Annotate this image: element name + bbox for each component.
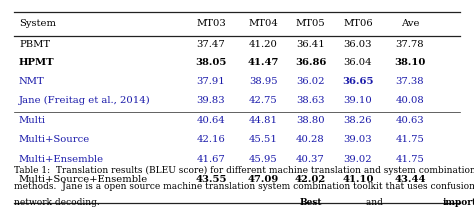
Text: 38.26: 38.26 bbox=[344, 116, 372, 125]
Text: PBMT: PBMT bbox=[19, 40, 50, 49]
Text: 43.55: 43.55 bbox=[195, 174, 227, 184]
Text: MT04: MT04 bbox=[248, 19, 278, 28]
Text: 39.83: 39.83 bbox=[197, 96, 225, 105]
Text: 42.02: 42.02 bbox=[295, 174, 326, 184]
Text: Best: Best bbox=[300, 198, 322, 207]
Text: 36.86: 36.86 bbox=[295, 58, 326, 67]
Text: methods.  Jane is a open source machine translation system combination toolkit t: methods. Jane is a open source machine t… bbox=[14, 182, 474, 191]
Text: 40.64: 40.64 bbox=[197, 116, 225, 125]
Text: System: System bbox=[19, 19, 56, 28]
Text: 40.63: 40.63 bbox=[396, 116, 424, 125]
Text: NMT: NMT bbox=[19, 77, 45, 86]
Text: 41.67: 41.67 bbox=[197, 155, 225, 164]
Text: 45.95: 45.95 bbox=[249, 155, 277, 164]
Text: Multi: Multi bbox=[19, 116, 46, 125]
Text: MT05: MT05 bbox=[296, 19, 325, 28]
Text: 44.81: 44.81 bbox=[248, 116, 278, 125]
Text: 41.75: 41.75 bbox=[396, 135, 424, 145]
Text: 37.78: 37.78 bbox=[396, 40, 424, 49]
Text: 40.08: 40.08 bbox=[396, 96, 424, 105]
Text: 37.38: 37.38 bbox=[396, 77, 424, 86]
Text: Ave: Ave bbox=[401, 19, 419, 28]
Text: 41.20: 41.20 bbox=[249, 40, 277, 49]
Text: and: and bbox=[363, 198, 386, 207]
Text: 38.10: 38.10 bbox=[394, 58, 426, 67]
Text: 36.02: 36.02 bbox=[296, 77, 325, 86]
Text: 37.91: 37.91 bbox=[197, 77, 225, 86]
Text: 36.03: 36.03 bbox=[344, 40, 372, 49]
Text: 42.16: 42.16 bbox=[197, 135, 225, 145]
Text: 38.05: 38.05 bbox=[195, 58, 227, 67]
Text: 36.41: 36.41 bbox=[296, 40, 325, 49]
Text: network decoding.: network decoding. bbox=[14, 198, 103, 207]
Text: HPMT: HPMT bbox=[19, 58, 55, 67]
Text: MT06: MT06 bbox=[343, 19, 373, 28]
Text: 39.02: 39.02 bbox=[344, 155, 372, 164]
Text: Multi+Source+Ensemble: Multi+Source+Ensemble bbox=[19, 174, 148, 184]
Text: 45.51: 45.51 bbox=[249, 135, 277, 145]
Text: 38.95: 38.95 bbox=[249, 77, 277, 86]
Text: 41.75: 41.75 bbox=[396, 155, 424, 164]
Text: 38.80: 38.80 bbox=[296, 116, 325, 125]
Text: MT03: MT03 bbox=[196, 19, 226, 28]
Text: 39.03: 39.03 bbox=[344, 135, 372, 145]
Text: 47.09: 47.09 bbox=[247, 174, 279, 184]
Text: Multi+Ensemble: Multi+Ensemble bbox=[19, 155, 104, 164]
Text: important: important bbox=[443, 198, 474, 207]
Text: Table 1:  Translation results (BLEU score) for different machine translation and: Table 1: Translation results (BLEU score… bbox=[14, 166, 474, 175]
Text: Multi+Source: Multi+Source bbox=[19, 135, 90, 145]
Text: 39.10: 39.10 bbox=[344, 96, 372, 105]
Text: 36.04: 36.04 bbox=[344, 58, 372, 67]
Text: 43.44: 43.44 bbox=[394, 174, 426, 184]
Text: 41.10: 41.10 bbox=[342, 174, 374, 184]
Text: 38.63: 38.63 bbox=[296, 96, 325, 105]
Text: 36.65: 36.65 bbox=[342, 77, 374, 86]
Text: 37.47: 37.47 bbox=[197, 40, 225, 49]
Text: 41.47: 41.47 bbox=[247, 58, 279, 67]
Text: 40.37: 40.37 bbox=[296, 155, 325, 164]
Text: 40.28: 40.28 bbox=[296, 135, 325, 145]
Text: Jane (Freitag et al., 2014): Jane (Freitag et al., 2014) bbox=[19, 96, 151, 105]
Text: 42.75: 42.75 bbox=[249, 96, 277, 105]
